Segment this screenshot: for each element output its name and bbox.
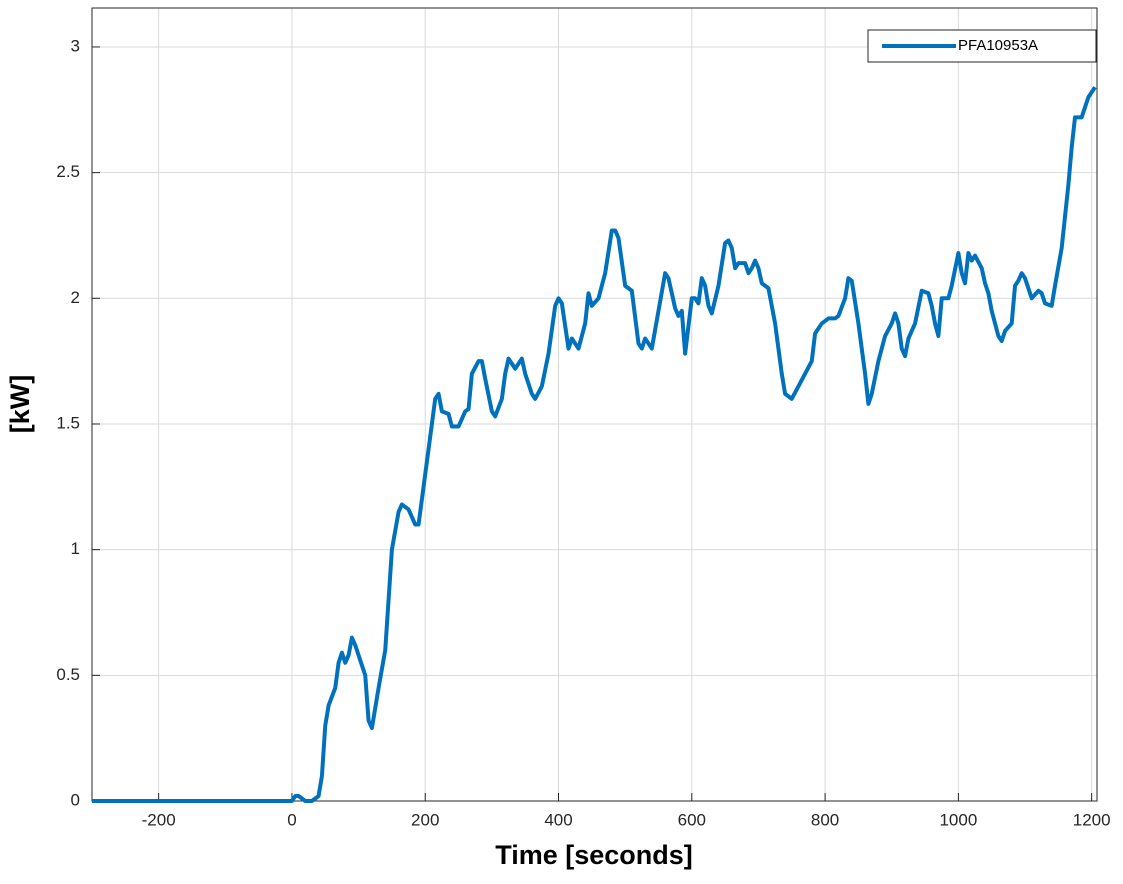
y-tick-label: 2: [71, 288, 80, 307]
y-tick-label: 1.5: [56, 413, 80, 432]
y-tick-label: 1: [71, 539, 80, 558]
x-axis-label: Time [seconds]: [495, 840, 693, 870]
y-tick-label: 2.5: [56, 162, 80, 181]
x-tick-label: 200: [411, 810, 439, 829]
legend-label: PFA10953A: [958, 37, 1038, 54]
y-tick-label: 0.5: [56, 665, 80, 684]
plot-frame: [91, 7, 1098, 802]
x-tick-label: 800: [811, 810, 839, 829]
x-tick-label: 600: [678, 810, 706, 829]
x-tick-label: 0: [287, 810, 296, 829]
y-axis-label: [kW]: [5, 375, 35, 433]
data-line: [92, 86, 1097, 803]
y-tick-label: 0: [71, 790, 80, 809]
x-tick-label: 1000: [939, 810, 977, 829]
x-tick-label: -200: [142, 810, 176, 829]
x-tick-label: 1200: [1073, 810, 1111, 829]
y-tick-label: 3: [71, 36, 80, 55]
x-tick-label: 400: [544, 810, 572, 829]
